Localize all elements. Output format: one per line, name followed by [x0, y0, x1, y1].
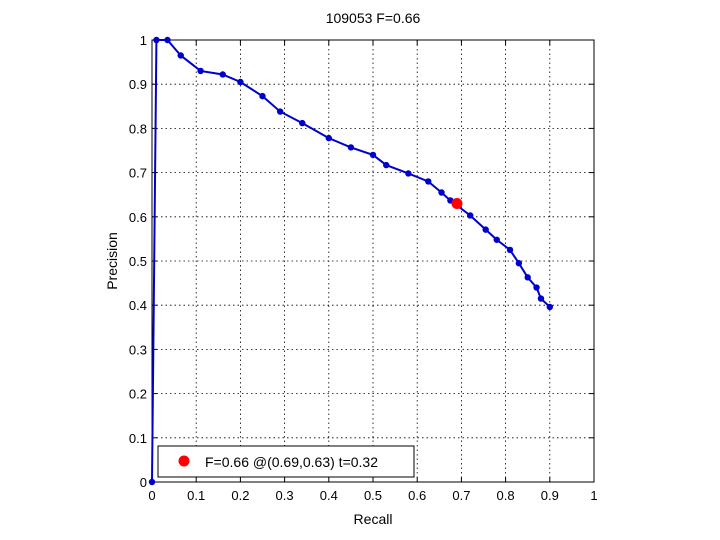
curve-point — [405, 170, 412, 177]
curve-point — [299, 119, 306, 127]
curve-point — [177, 52, 184, 59]
x-tick-label: 1 — [590, 488, 597, 503]
curve-point — [383, 161, 390, 169]
y-axis-label: Precision — [104, 232, 120, 290]
x-tick-label: 0.8 — [497, 488, 515, 503]
curve-point — [524, 274, 531, 281]
curve-point — [425, 178, 432, 185]
curve-point — [467, 212, 474, 219]
curve-point — [347, 144, 355, 151]
legend: F=0.66 @(0.69,0.63) t=0.32 — [157, 445, 415, 478]
curve-point — [369, 151, 377, 159]
curve-point — [219, 71, 226, 78]
legend-marker — [178, 455, 190, 467]
y-tick-label: 0.8 — [129, 121, 147, 136]
curve-point — [493, 236, 500, 243]
x-tick-label: 0.5 — [364, 488, 382, 503]
best-f-point — [451, 198, 463, 210]
legend-box — [157, 445, 415, 478]
x-tick-label: 0.2 — [231, 488, 249, 503]
legend-label: F=0.66 @(0.69,0.63) t=0.32 — [205, 454, 378, 470]
y-tick-label: 0.2 — [129, 387, 147, 402]
y-tick-label: 1 — [140, 33, 147, 48]
curve-point — [197, 67, 204, 75]
curve-markers — [148, 36, 553, 486]
y-tick-label: 0 — [140, 475, 147, 490]
curve-point — [537, 295, 545, 302]
x-tick-label: 0.1 — [187, 488, 205, 503]
x-tick-label: 0 — [148, 488, 155, 503]
curve-point — [515, 260, 523, 267]
curve-point — [533, 284, 540, 291]
y-tick-label: 0.3 — [129, 342, 147, 357]
curve-point — [506, 246, 514, 254]
curve-point — [546, 303, 553, 311]
y-tick-label: 0.6 — [129, 210, 147, 225]
curve-point — [482, 226, 489, 233]
curve-point — [276, 108, 284, 115]
y-tick-label: 0.4 — [129, 298, 147, 313]
x-axis-label: Recall — [354, 511, 393, 527]
y-tick-label: 0.1 — [129, 431, 147, 446]
y-tick-label: 0.7 — [129, 166, 147, 181]
x-tick-label: 0.6 — [408, 488, 426, 503]
curve-point — [164, 36, 171, 44]
curve-point — [438, 189, 445, 196]
y-tick-labels: 0 0.1 0.2 0.3 0.4 0.5 0.6 0.7 0.8 0.9 1 — [129, 33, 147, 490]
curve-point — [237, 78, 244, 86]
x-tick-label: 0.3 — [276, 488, 294, 503]
x-tick-label: 0.9 — [541, 488, 559, 503]
y-tick-label: 0.9 — [129, 77, 147, 92]
chart-title: 109053 F=0.66 — [326, 10, 421, 26]
curve-point — [148, 478, 156, 486]
x-tick-labels: 0 0.1 0.2 0.3 0.4 0.5 0.6 0.7 0.8 0.9 1 — [148, 488, 597, 503]
curve-point — [259, 92, 266, 100]
y-tick-label: 0.5 — [129, 254, 147, 269]
grid-lines — [152, 40, 594, 482]
curve-point — [325, 134, 332, 142]
x-tick-label: 0.4 — [320, 488, 338, 503]
curve-point — [153, 36, 160, 44]
x-tick-label: 0.7 — [452, 488, 470, 503]
